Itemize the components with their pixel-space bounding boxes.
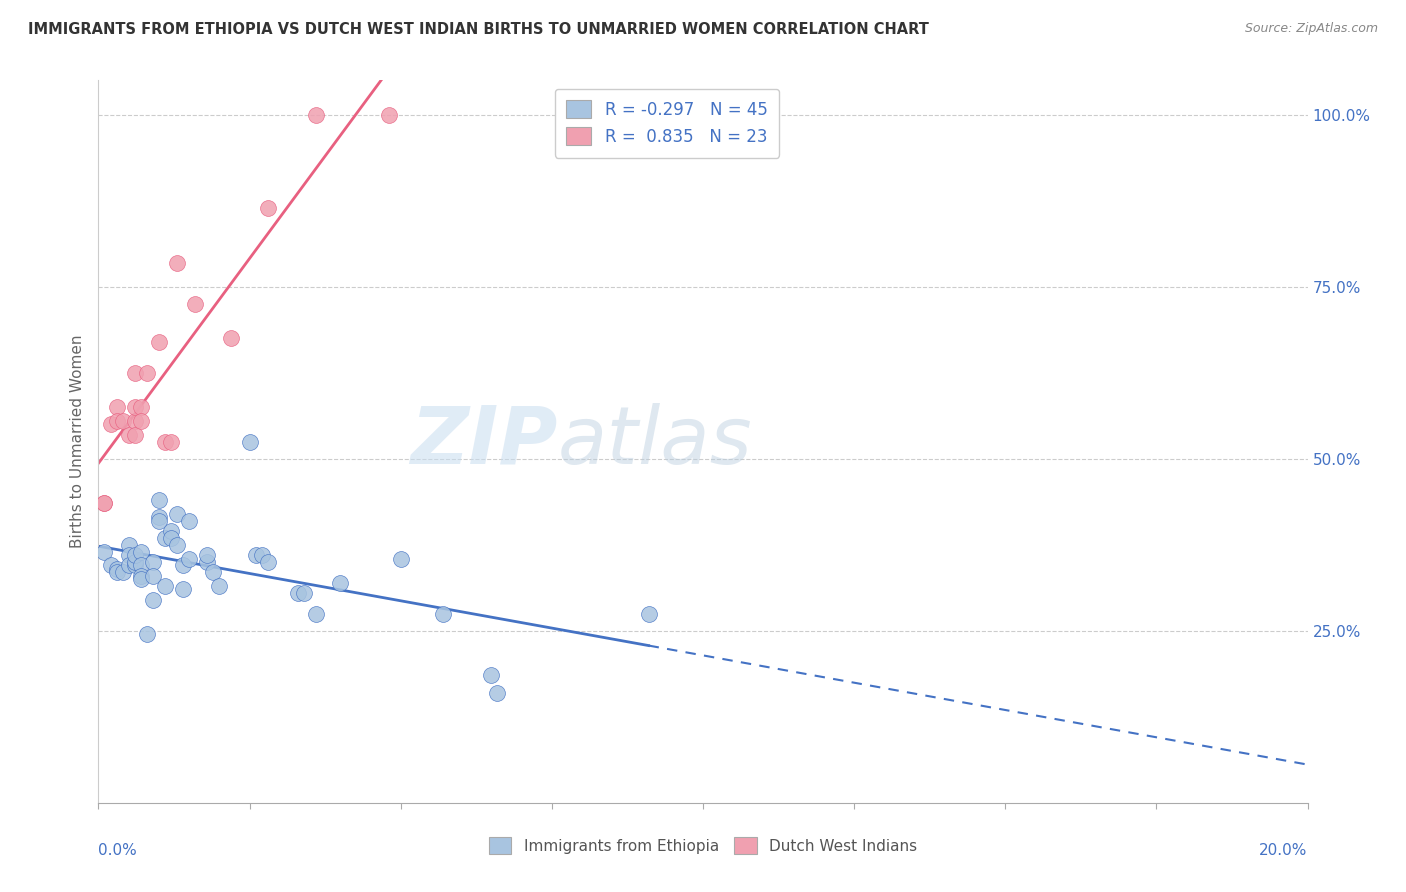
Point (239, 434, 262, 449)
Point (153, 531, 176, 545)
Text: 20.0%: 20.0% (1260, 843, 1308, 857)
Point (160, 434, 183, 449)
Point (129, 544, 152, 558)
Text: 0.0%: 0.0% (98, 843, 138, 857)
Point (100, 417, 122, 432)
Point (208, 579, 231, 593)
Point (129, 414, 152, 428)
Point (486, 686, 509, 700)
Point (124, 366, 146, 380)
Point (124, 414, 146, 428)
Point (93, 496, 115, 510)
Point (105, 414, 128, 428)
Point (118, 427, 141, 442)
Y-axis label: Births to Unmarried Women: Births to Unmarried Women (69, 334, 84, 549)
Point (202, 566, 225, 580)
Point (172, 558, 194, 573)
Point (195, 555, 218, 569)
Point (245, 548, 267, 562)
Point (172, 582, 194, 597)
Point (166, 255, 188, 269)
Point (221, 331, 243, 345)
Point (105, 562, 128, 576)
Point (377, 108, 399, 122)
Point (105, 566, 128, 580)
Point (148, 493, 170, 508)
Legend: Immigrants from Ethiopia, Dutch West Indians: Immigrants from Ethiopia, Dutch West Ind… (482, 831, 924, 860)
Point (124, 548, 146, 562)
Point (118, 538, 141, 552)
Point (100, 558, 122, 573)
Point (389, 551, 412, 566)
Point (124, 400, 146, 414)
Point (93, 544, 115, 558)
Point (305, 108, 328, 122)
Text: atlas: atlas (558, 402, 752, 481)
Point (148, 334, 170, 349)
Point (179, 551, 201, 566)
Point (160, 524, 183, 538)
Text: ZIP: ZIP (411, 402, 558, 481)
Point (148, 514, 170, 528)
Point (129, 572, 152, 586)
Point (305, 607, 328, 621)
Point (166, 507, 188, 521)
Point (160, 531, 183, 545)
Point (111, 414, 134, 428)
Point (124, 427, 146, 442)
Point (184, 297, 207, 311)
Point (142, 555, 165, 569)
Point (124, 555, 146, 569)
Point (329, 575, 352, 590)
Point (135, 627, 157, 641)
Point (105, 400, 128, 414)
Point (129, 558, 152, 573)
Point (129, 400, 152, 414)
Point (432, 607, 454, 621)
Point (129, 568, 152, 582)
Point (142, 568, 165, 582)
Point (481, 668, 503, 682)
Point (179, 514, 201, 528)
Point (142, 592, 165, 607)
Text: IMMIGRANTS FROM ETHIOPIA VS DUTCH WEST INDIAN BIRTHS TO UNMARRIED WOMEN CORRELAT: IMMIGRANTS FROM ETHIOPIA VS DUTCH WEST I… (28, 22, 929, 37)
Point (250, 548, 273, 562)
Point (166, 538, 188, 552)
Point (124, 558, 146, 573)
Point (637, 607, 659, 621)
Point (93, 496, 115, 510)
Point (292, 586, 315, 600)
Point (256, 555, 278, 569)
Point (195, 548, 218, 562)
Point (287, 586, 309, 600)
Point (153, 434, 176, 449)
Point (111, 566, 134, 580)
Point (256, 201, 278, 215)
Point (135, 366, 157, 380)
Point (118, 558, 141, 573)
Point (153, 579, 176, 593)
Text: Source: ZipAtlas.com: Source: ZipAtlas.com (1244, 22, 1378, 36)
Point (148, 510, 170, 524)
Point (118, 548, 141, 562)
